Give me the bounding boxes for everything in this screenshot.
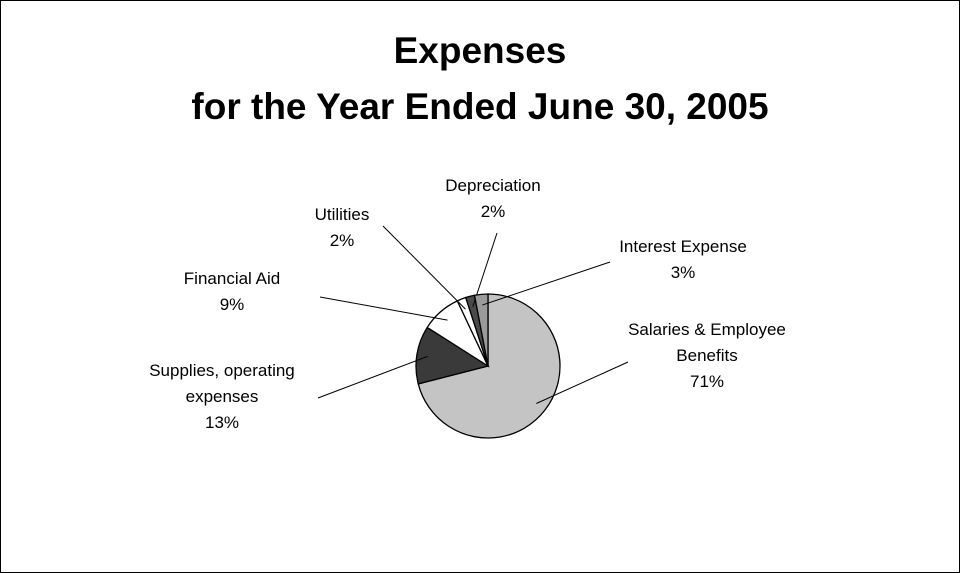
slice-category: Depreciation [445,176,541,195]
slice-label: Salaries & Employee Benefits 71% [627,317,787,395]
leader-line [317,355,428,399]
chart-subtitle: for the Year Ended June 30, 2005 [191,86,769,127]
slice-value: 9% [219,295,245,314]
leader-line [319,296,448,321]
slice-value: 3% [670,263,696,282]
slice-value: 2% [480,202,506,221]
leader-line [536,361,629,404]
slice-category: Utilities [314,205,370,224]
pie-slice [415,326,490,385]
slice-label: Depreciation 2% [423,173,563,225]
slice-label: Supplies, operating expenses 13% [137,358,307,436]
slice-value: 13% [204,413,240,432]
slice-category: Financial Aid [183,269,281,288]
slice-label: Financial Aid 9% [162,266,302,318]
leader-line [482,261,611,306]
slice-label: Utilities 2% [292,202,392,254]
slice-value: 71% [689,372,725,391]
slice-category: Supplies, operating expenses [149,361,295,406]
chart-title: Expenses [393,30,567,71]
slice-value: 2% [329,231,355,250]
leader-line [382,225,466,310]
slice-label: Interest Expense 3% [598,234,768,286]
slice-category: Interest Expense [619,237,747,256]
pie-slice [473,293,489,367]
slice-category: Salaries & Employee Benefits [628,320,786,365]
